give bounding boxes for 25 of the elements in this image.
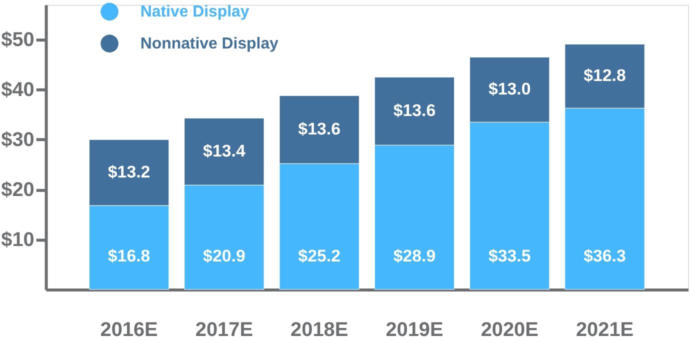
x-tick-label: 2020E (480, 318, 538, 341)
data-label: $13.4 (203, 142, 246, 161)
data-label: $36.3 (584, 246, 626, 266)
data-label: $25.2 (298, 246, 340, 266)
x-tick-label: 2017E (195, 318, 253, 341)
legend-label: Nonnative Display (140, 36, 279, 53)
data-label: $13.2 (108, 162, 150, 182)
data-label: $12.8 (584, 66, 626, 86)
legend-label: Native Display (140, 4, 250, 21)
data-label: $20.9 (203, 246, 246, 266)
x-tick-label: 2018E (290, 318, 348, 341)
y-tick-label: $20 (1, 179, 34, 202)
data-label: $13.0 (488, 80, 531, 99)
y-tick-label: $50 (1, 29, 34, 52)
data-label: $28.9 (393, 246, 436, 266)
x-tick-label: 2019E (386, 318, 444, 341)
x-tick-label: 2016E (100, 318, 158, 341)
y-tick-label: $10 (1, 228, 34, 251)
data-label: $33.5 (488, 246, 531, 266)
y-tick-label: $40 (1, 79, 34, 102)
data-label: $13.6 (298, 120, 340, 139)
x-tick-label: 2021E (576, 318, 634, 341)
data-label: $13.6 (393, 101, 436, 120)
data-label: $16.8 (108, 246, 150, 266)
y-tick-label: $30 (1, 129, 34, 152)
